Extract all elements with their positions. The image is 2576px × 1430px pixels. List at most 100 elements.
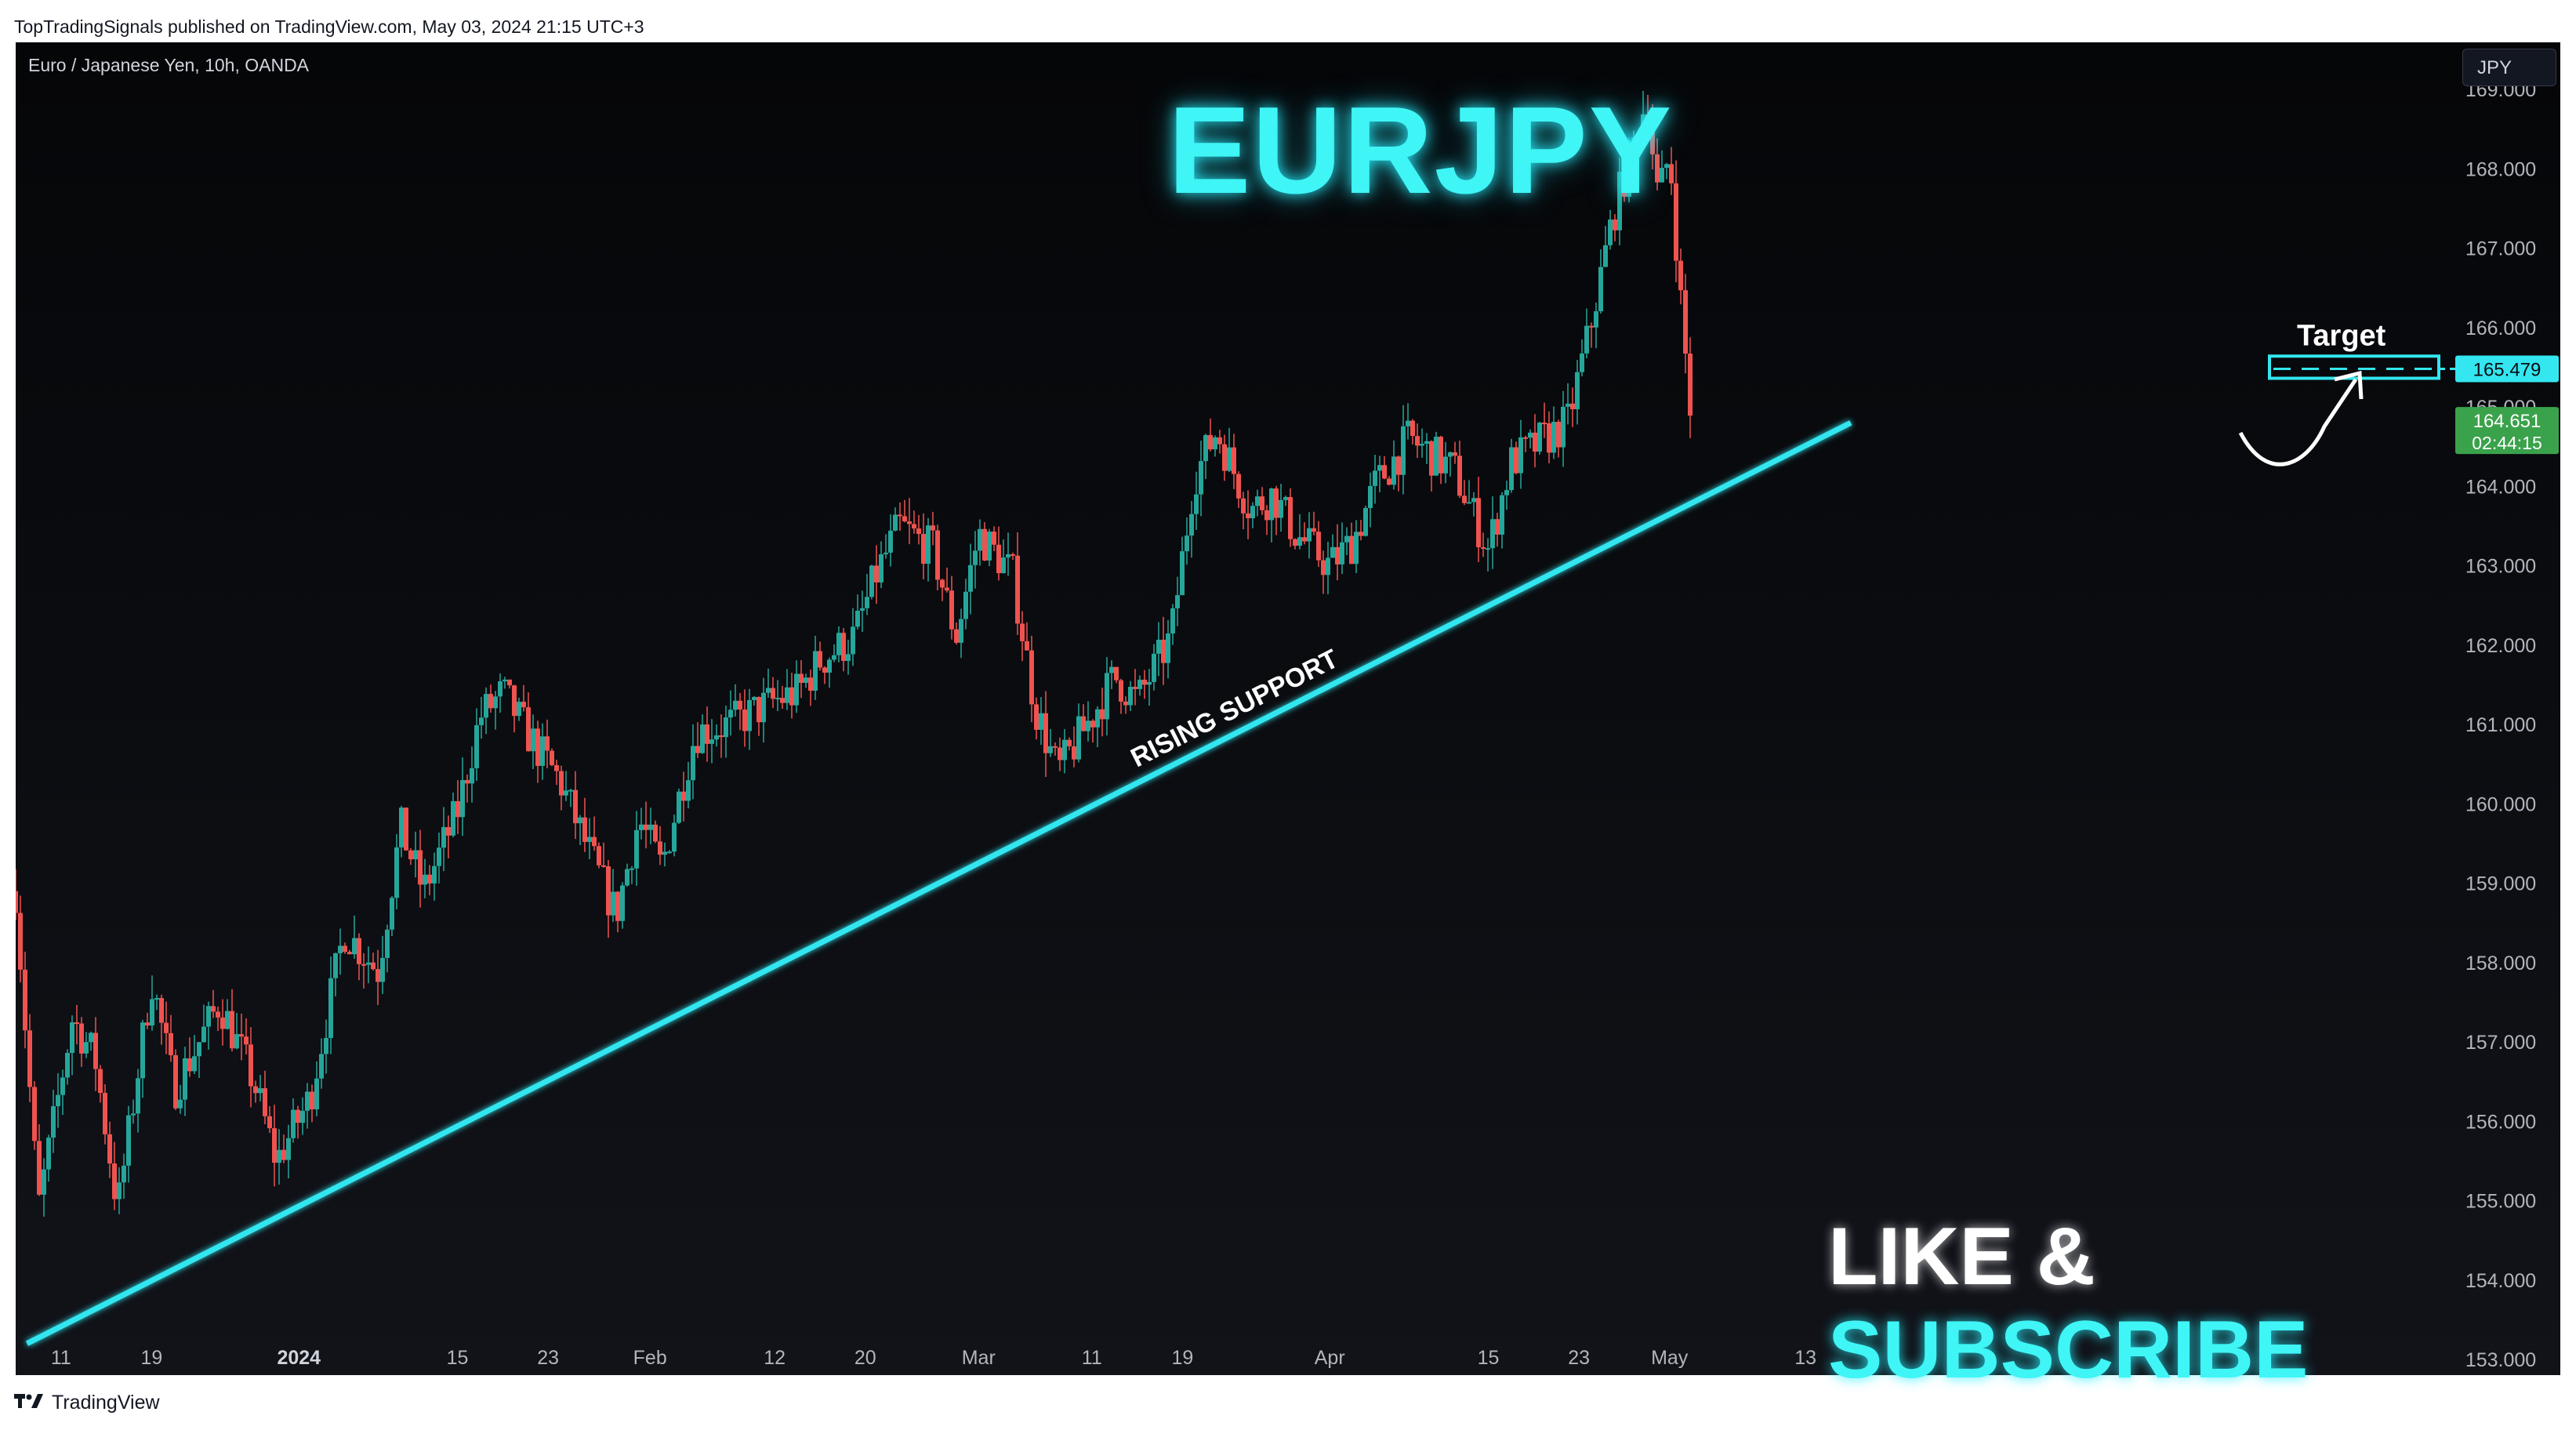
price-axis[interactable]: 153.000 154.000 155.000 156.000 157.000 158.0… — [2439, 79, 2559, 1371]
candle-down — [455, 800, 460, 818]
time-tick-label: 13 — [1794, 1347, 1816, 1369]
price-tick-label: 159.000 — [2465, 873, 2536, 895]
candle-down — [27, 1030, 32, 1087]
candle-down — [601, 865, 606, 867]
price-tick-label: 158.000 — [2465, 953, 2536, 975]
last-price-badge-bg — [2455, 407, 2559, 455]
candle-down — [841, 633, 846, 662]
currency-button[interactable]: JPY — [2462, 49, 2556, 86]
time-tick-label: 15 — [1478, 1347, 1500, 1369]
candle-up — [1471, 498, 1476, 503]
time-tick-label: 15 — [447, 1347, 469, 1369]
candle-down — [79, 1023, 84, 1054]
candle-down — [756, 697, 761, 723]
candle-up — [441, 826, 446, 848]
candle-up — [451, 800, 455, 836]
candle-down — [159, 998, 164, 1023]
candle-up — [959, 619, 963, 643]
candle-up — [1518, 437, 1523, 474]
candle-down — [1514, 447, 1518, 474]
candle-down — [1208, 434, 1213, 450]
candle-down — [187, 1058, 192, 1072]
candle-down — [1589, 325, 1594, 328]
candle-up — [1062, 739, 1067, 760]
candle-up — [700, 724, 705, 753]
candle-up — [333, 953, 338, 978]
candle-up — [1363, 508, 1368, 536]
time-axis[interactable]: 11 19 2024 15 23 Feb 12 20 Mar 11 19 Apr 15 23 May 13 — [51, 1347, 1816, 1369]
candle-down — [606, 866, 611, 916]
candle-up — [629, 868, 634, 870]
candle-up — [1448, 452, 1453, 457]
candle-up — [117, 1182, 122, 1200]
candle-up — [1537, 423, 1542, 452]
target-arrow-head — [2334, 370, 2364, 400]
candle-down — [1415, 436, 1420, 446]
candle-down — [1058, 747, 1062, 760]
candle-up — [460, 780, 465, 818]
candle-up — [752, 697, 756, 700]
candle-down — [982, 528, 987, 561]
candle-down — [112, 1163, 117, 1200]
candle-up — [178, 1099, 183, 1109]
candle-up — [1048, 746, 1053, 753]
symbol-description[interactable]: Euro / Japanese Yen, 10h, OANDA — [28, 55, 310, 75]
candle-down — [512, 685, 517, 717]
candle-up — [206, 1006, 211, 1027]
candle-down — [1523, 437, 1528, 439]
candle-up — [399, 808, 404, 847]
footer-brand[interactable]: TradingView — [52, 1392, 160, 1414]
candle-up — [1608, 219, 1613, 245]
candle-down — [296, 1109, 300, 1123]
candle-down — [799, 673, 804, 683]
candle-down — [1321, 560, 1326, 575]
candle-up — [1368, 485, 1373, 509]
candle-down — [145, 1022, 150, 1026]
candle-up — [338, 945, 343, 953]
candle-down — [1264, 510, 1269, 521]
candle-down — [1222, 444, 1227, 471]
candle-down — [1410, 420, 1415, 437]
candle-down — [1439, 437, 1443, 474]
candle-up — [126, 1115, 131, 1166]
chart-panel[interactable]: RISING SUPPORT Target 153.000 154.000 155.… — [16, 42, 2560, 1396]
candle-up — [1580, 353, 1584, 372]
target-price-badge-bg — [2455, 355, 2559, 383]
candle-down — [1650, 125, 1655, 154]
candle-down — [996, 544, 1001, 574]
candle-down — [1293, 539, 1297, 546]
candle-up — [484, 694, 488, 718]
candle-down — [902, 516, 907, 522]
candle-down — [521, 702, 526, 708]
candle-up — [540, 736, 545, 766]
candle-up — [578, 817, 582, 824]
candle-down — [705, 724, 709, 744]
candle-up — [197, 1042, 201, 1057]
candle-down — [16, 891, 18, 913]
candle-up — [766, 688, 771, 693]
candle-up — [1424, 441, 1429, 444]
candlestick-chart[interactable]: RISING SUPPORT Target 153.000154.000155.… — [16, 42, 2560, 1375]
candle-up — [432, 866, 437, 884]
candle-down — [404, 808, 408, 851]
candle-down — [1288, 496, 1293, 539]
candle-down — [1453, 452, 1457, 456]
price-tick-label: 168.000 — [2465, 158, 2536, 180]
candle-up — [1109, 666, 1114, 673]
candle-down — [526, 707, 531, 752]
tradingview-logo-icon[interactable] — [14, 1384, 45, 1423]
like-subscribe-banner: LIKE & SUBSCRIBE — [1828, 1210, 2560, 1397]
candle-down — [653, 824, 658, 842]
candle-up — [747, 699, 752, 731]
candle-up — [686, 780, 691, 801]
candle-up — [1086, 720, 1090, 731]
time-tick-label: Feb — [633, 1347, 667, 1369]
candle-down — [921, 534, 926, 564]
candle-up — [1406, 420, 1410, 426]
candle-down — [244, 1036, 249, 1045]
candle-up — [1584, 325, 1589, 354]
candle-up — [568, 789, 573, 792]
candle-up — [1504, 490, 1509, 495]
candle-down — [780, 698, 785, 703]
candle-up — [1039, 713, 1043, 730]
